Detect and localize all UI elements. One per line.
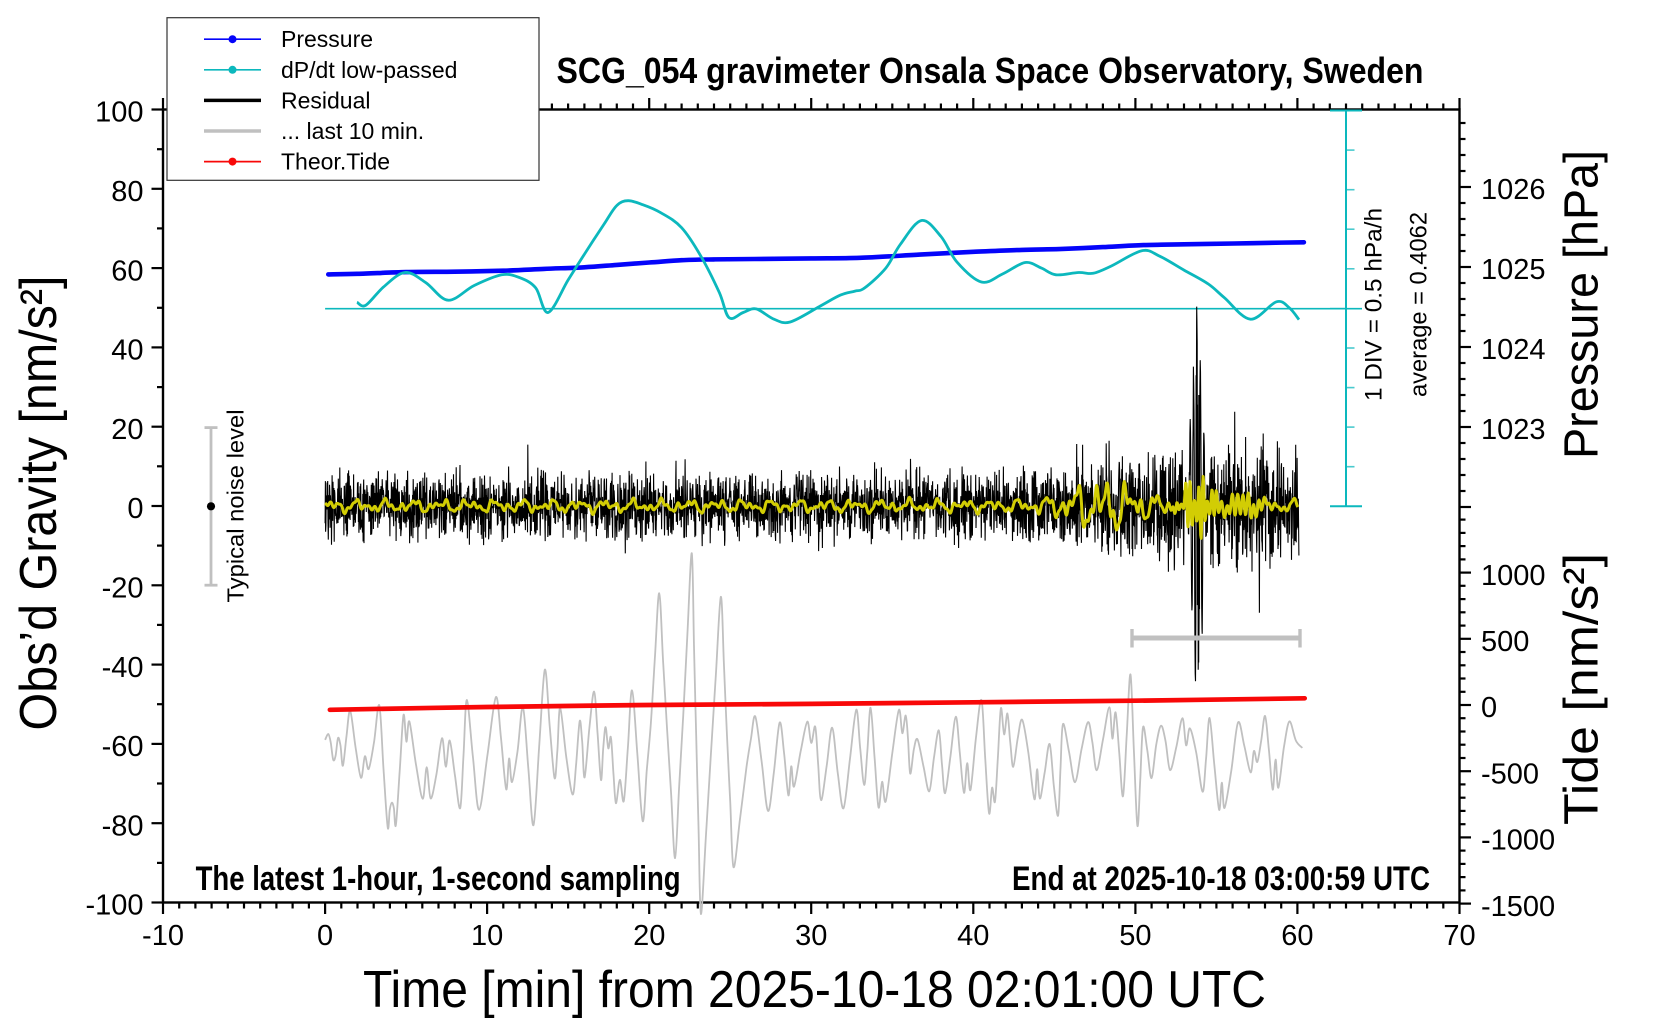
svg-text:End at 2025-10-18 03:00:59 UTC: End at 2025-10-18 03:00:59 UTC bbox=[1012, 860, 1430, 898]
svg-text:0: 0 bbox=[127, 493, 143, 525]
svg-text:50: 50 bbox=[1119, 920, 1151, 952]
svg-text:-100: -100 bbox=[85, 890, 143, 922]
svg-text:60: 60 bbox=[1281, 920, 1313, 952]
svg-text:100: 100 bbox=[95, 97, 143, 129]
svg-text:Residual: Residual bbox=[281, 87, 371, 113]
svg-text:Obs’d Gravity [nm/s²]: Obs’d Gravity [nm/s²] bbox=[10, 276, 68, 731]
svg-text:20: 20 bbox=[633, 920, 665, 952]
svg-text:1 DIV = 0.5 hPa/h: 1 DIV = 0.5 hPa/h bbox=[1361, 208, 1388, 401]
svg-text:Theor.Tide: Theor.Tide bbox=[281, 149, 390, 175]
svg-text:40: 40 bbox=[111, 335, 143, 367]
svg-text:-20: -20 bbox=[102, 573, 144, 605]
svg-text:40: 40 bbox=[957, 920, 989, 952]
svg-text:... last 10 min.: ... last 10 min. bbox=[281, 118, 424, 144]
svg-text:0: 0 bbox=[1481, 692, 1497, 724]
svg-text:60: 60 bbox=[111, 255, 143, 287]
svg-text:-1500: -1500 bbox=[1481, 891, 1555, 923]
svg-text:-1000: -1000 bbox=[1481, 825, 1555, 857]
svg-text:-10: -10 bbox=[142, 920, 184, 952]
svg-text:1026: 1026 bbox=[1481, 174, 1546, 206]
svg-text:The latest 1-hour, 1-second sa: The latest 1-hour, 1-second sampling bbox=[196, 860, 681, 898]
svg-text:average = 0.4062: average = 0.4062 bbox=[1406, 212, 1433, 397]
svg-text:SCG_054 gravimeter Onsala Spac: SCG_054 gravimeter Onsala Space Observat… bbox=[557, 50, 1424, 91]
svg-text:80: 80 bbox=[111, 176, 143, 208]
svg-text:Pressure: Pressure bbox=[281, 26, 373, 52]
svg-text:Pressure [hPa]: Pressure [hPa] bbox=[1556, 150, 1609, 459]
svg-text:dP/dt low-passed: dP/dt low-passed bbox=[281, 57, 457, 83]
svg-text:Typical noise level: Typical noise level bbox=[223, 410, 249, 603]
svg-text:0: 0 bbox=[317, 920, 333, 952]
svg-text:10: 10 bbox=[471, 920, 503, 952]
svg-text:70: 70 bbox=[1443, 920, 1475, 952]
svg-text:-40: -40 bbox=[102, 652, 144, 684]
svg-text:Tide [nm/s²]: Tide [nm/s²] bbox=[1556, 553, 1609, 825]
svg-text:500: 500 bbox=[1481, 626, 1529, 658]
svg-text:1023: 1023 bbox=[1481, 414, 1546, 446]
svg-text:1000: 1000 bbox=[1481, 560, 1546, 592]
svg-text:-60: -60 bbox=[102, 731, 144, 763]
svg-text:1024: 1024 bbox=[1481, 334, 1546, 366]
svg-text:Time [min] from 2025-10-18 02:: Time [min] from 2025-10-18 02:01:00 UTC bbox=[363, 961, 1266, 1019]
svg-text:-500: -500 bbox=[1481, 758, 1539, 790]
svg-text:30: 30 bbox=[795, 920, 827, 952]
svg-text:20: 20 bbox=[111, 414, 143, 446]
svg-text:-80: -80 bbox=[102, 810, 144, 842]
svg-text:1025: 1025 bbox=[1481, 254, 1546, 286]
